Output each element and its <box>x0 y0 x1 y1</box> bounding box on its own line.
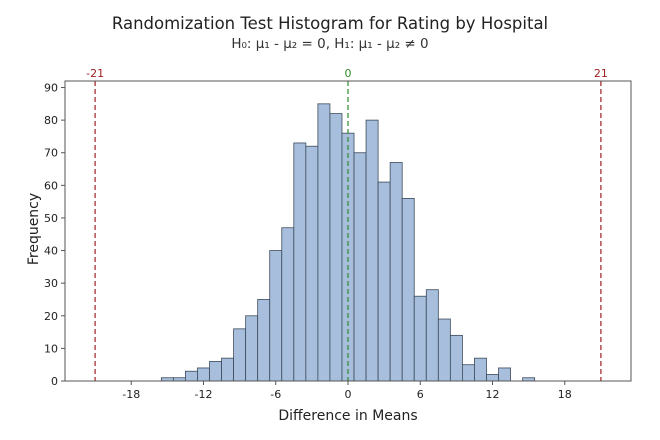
histogram-bar <box>377 181 391 382</box>
histogram-bar <box>317 103 331 382</box>
reference-line-label: 21 <box>594 67 608 80</box>
y-tick-label: 80 <box>44 114 58 127</box>
y-tick-label: 90 <box>44 82 58 95</box>
histogram-bar <box>305 145 319 382</box>
chart-subtitle: H₀: μ₁ - μ₂ = 0, H₁: μ₁ - μ₂ ≠ 0 <box>231 36 428 52</box>
plot-area: -21 0 21 0 10 20 30 40 50 60 70 80 90 -18 -12 -6 0 6 12 18 <box>44 67 632 401</box>
histogram-bar <box>461 364 475 382</box>
y-tick-label: 60 <box>44 179 58 192</box>
histogram-bar <box>281 227 295 382</box>
x-axis-title: Difference in Means <box>278 408 417 424</box>
x-tick-label: 0 <box>345 388 352 401</box>
histogram-bar <box>413 295 427 382</box>
y-axis-title: Frequency <box>26 193 42 265</box>
x-tick-label: -6 <box>270 388 281 401</box>
histogram-bar <box>329 113 343 382</box>
histogram-bar <box>449 334 463 382</box>
histogram-bar <box>486 374 499 382</box>
histogram-bar <box>389 162 403 382</box>
histogram-bar <box>185 370 198 382</box>
histogram-bar <box>365 119 379 382</box>
y-tick-label: 40 <box>44 245 58 258</box>
histogram-bar <box>425 289 439 382</box>
histogram-bar <box>233 328 247 382</box>
histogram-bar <box>197 367 210 382</box>
reference-line-label: -21 <box>86 67 104 80</box>
histogram-bar <box>353 152 367 382</box>
histogram-bar <box>401 197 415 382</box>
x-tick-label: 12 <box>486 388 500 401</box>
reference-line-label: 0 <box>345 67 352 80</box>
histogram-bar <box>293 142 307 382</box>
histogram-bar <box>209 361 222 382</box>
x-tick-label: -18 <box>122 388 140 401</box>
y-tick-label: 0 <box>51 375 58 388</box>
y-tick-label: 70 <box>44 147 58 160</box>
histogram-bar <box>437 318 451 382</box>
x-tick-label: -12 <box>195 388 213 401</box>
y-tick-label: 10 <box>44 342 58 355</box>
histogram-bar <box>257 299 271 382</box>
histogram-bar <box>474 357 487 382</box>
y-tick-label: 20 <box>44 310 58 323</box>
y-tick-label: 50 <box>44 212 58 225</box>
histogram-bar <box>221 357 234 382</box>
histogram-bar <box>245 315 259 382</box>
y-tick-label: 30 <box>44 277 58 290</box>
chart-title: Randomization Test Histogram for Rating … <box>112 14 548 33</box>
histogram-bar <box>269 250 283 382</box>
histogram-bar <box>498 367 511 382</box>
x-tick-label: 6 <box>417 388 424 401</box>
x-tick-label: 18 <box>558 388 572 401</box>
